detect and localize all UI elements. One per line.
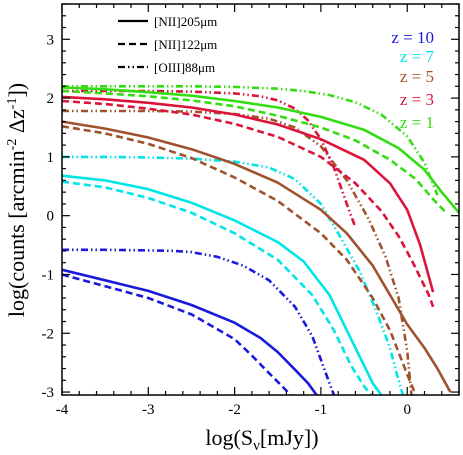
series-line-z10-dashdotdot xyxy=(62,248,336,395)
plot-background xyxy=(62,4,459,395)
y-tick-label: -3 xyxy=(42,385,55,401)
series-line-z10-dashed xyxy=(62,273,292,395)
y-axis-title: log(counts [arcmin-2 Δz-1]) xyxy=(4,83,29,317)
series-line-z5-solid xyxy=(62,120,452,393)
series-line-z7-solid xyxy=(62,174,383,395)
y-tick-label: -2 xyxy=(42,326,55,342)
series-layer xyxy=(62,85,459,395)
line-type-legend: [NII]205μm [NII]122μm [OIII]88μm xyxy=(118,14,217,75)
series-line-z10-solid xyxy=(62,268,318,395)
series-line-z5-dashed xyxy=(62,125,417,395)
x-axis-title-sub: ν xyxy=(253,438,260,454)
plot-frame xyxy=(61,3,460,396)
y-axis-title-main: log(counts [arcmin xyxy=(4,150,29,317)
z-label-5: z = 5 xyxy=(400,67,434,86)
y-tick-label: 1 xyxy=(47,150,55,166)
x-axis-title: log(Sν[mJy]) xyxy=(205,425,318,454)
legend-label-nii122: [NII]122μm xyxy=(154,37,217,52)
x-tick-label: -1 xyxy=(315,402,328,418)
y-axis-title-sup2: -1 xyxy=(5,98,20,110)
x-tick-label: 0 xyxy=(403,402,411,418)
y-axis-title-sup1: -2 xyxy=(5,139,20,151)
x-tick-label: -2 xyxy=(228,402,241,418)
series-line-z3-solid xyxy=(62,95,435,293)
y-axis-title-mid: Δz xyxy=(4,109,29,139)
z-label-3: z = 3 xyxy=(400,90,434,109)
z-label-1: z = 1 xyxy=(400,113,434,132)
x-axis-title-main: log(S xyxy=(205,425,253,450)
z-label-7: z = 7 xyxy=(400,47,435,66)
redshift-legend: z = 10 z = 7 z = 5 z = 3 z = 1 xyxy=(391,28,434,132)
y-tick-label: 0 xyxy=(47,209,55,225)
z-label-10: z = 10 xyxy=(391,28,434,47)
series-line-z7-dashed xyxy=(62,180,373,395)
x-tick-label: -3 xyxy=(142,402,155,418)
series-line-z1-dashdotdot xyxy=(62,85,439,196)
series-line-z1-solid xyxy=(62,86,459,214)
y-tick-label: 3 xyxy=(47,32,55,48)
y-tick-label: 2 xyxy=(47,91,55,107)
y-axis-title-tail: ]) xyxy=(4,83,29,98)
x-tick-label: -4 xyxy=(56,402,69,418)
series-line-z5-dashdotdot xyxy=(62,109,413,395)
series-line-z1-dashed xyxy=(62,89,448,214)
series-line-z3-dashed xyxy=(62,99,435,308)
legend-label-oiii88: [OIII]88μm xyxy=(154,60,215,75)
x-axis-title-tail: [mJy]) xyxy=(260,425,319,450)
y-tick-label: -1 xyxy=(42,267,55,283)
legend-label-nii205: [NII]205μm xyxy=(154,14,217,29)
